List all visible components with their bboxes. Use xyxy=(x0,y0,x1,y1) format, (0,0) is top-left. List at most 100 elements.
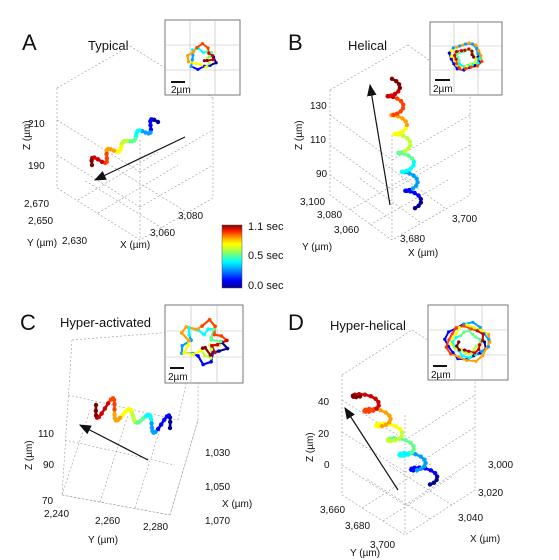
panel-c-inset-trajectory-point xyxy=(206,327,211,331)
panel-b-trajectory-point xyxy=(401,169,406,174)
panel-b-title: Helical xyxy=(348,38,387,53)
panel-c-trajectory-point xyxy=(149,425,155,430)
panel-b-xlabel: X (µm) xyxy=(408,248,438,259)
panel-b-trajectory-point xyxy=(416,193,421,198)
panel-d-inset-trajectory-point xyxy=(473,351,477,355)
panel-a-inset-trajectory-point xyxy=(207,51,211,55)
panel-b-inset-trajectory-point xyxy=(457,58,461,62)
panel-d-trajectory-point xyxy=(378,408,383,413)
panel-a-inset-trajectory-point xyxy=(205,58,209,63)
panel-b-zlabel: Z (µm) xyxy=(294,120,305,150)
panel-b-inset-trajectory-point xyxy=(457,66,462,70)
panel-b-inset-trajectory-point xyxy=(480,59,484,64)
panel-c-inset-trajectory-point xyxy=(219,334,224,338)
panel-d-scale-label: 2µm xyxy=(431,370,451,381)
panel-b-inset-trajectory-point xyxy=(457,62,462,66)
panel-c-ztick: 70 xyxy=(42,496,54,507)
panel-c-xtick: 1,030 xyxy=(205,448,230,459)
panel-b-inset-trajectory-point xyxy=(460,43,465,47)
panel-c-trajectory-point xyxy=(162,417,167,423)
panel-c-inset-trajectory-point xyxy=(225,338,229,343)
panel-b-inset-trajectory-point xyxy=(477,49,481,53)
panel-c-inset-trajectory-point xyxy=(184,325,188,329)
panel-d-trajectory-point xyxy=(387,413,392,418)
panel-c-xlabel: X (µm) xyxy=(222,499,252,510)
panel-a-inset-trajectory-point xyxy=(214,61,218,65)
panel-c-trajectory-point xyxy=(93,413,99,418)
panel-c-trajectory-point xyxy=(120,412,125,417)
panel-a-trajectory xyxy=(89,117,161,168)
panel-a-trajectory-point xyxy=(148,123,153,128)
panel-d-trajectory-point xyxy=(423,460,428,466)
panel-a-inset-trajectory-point xyxy=(186,53,190,58)
panel-c-trajectory-point xyxy=(155,426,161,432)
panel-b-inset-path xyxy=(447,41,484,72)
panel-c-inset-path xyxy=(179,317,230,367)
panel-b-xtick: 3,700 xyxy=(452,214,477,225)
panel-d-ytick: 3,680 xyxy=(345,521,370,532)
panel-d-inset-trajectory-point xyxy=(449,352,453,356)
panel-c-title: Hyper-activated xyxy=(60,315,151,330)
panel-d-inset-trajectory-point xyxy=(474,344,478,348)
panel-b-ytick: 3,100 xyxy=(300,197,325,208)
panel-d-inset-trajectory-point xyxy=(479,328,483,332)
panel-c-trajectory-point xyxy=(112,416,118,421)
panel-b-trajectory-point xyxy=(407,139,413,144)
panel-b-trajectory-point xyxy=(412,205,418,211)
panel-d-trajectory-point xyxy=(398,453,403,458)
panel-b-trajectory-point xyxy=(398,99,404,104)
panel-d-grid xyxy=(341,329,476,536)
panel-c-ytick: 2,240 xyxy=(44,509,69,520)
panel-a-grid xyxy=(56,45,214,241)
panel-b-trajectory-point xyxy=(392,91,398,97)
panel-c-inset-trajectory-point xyxy=(202,332,206,337)
panel-d-inset-trajectory-point xyxy=(443,337,447,341)
panel-d-ylabel: Y (µm) xyxy=(350,548,380,559)
panel-a-inset-trajectory-point xyxy=(195,45,199,50)
panel-b-inset-trajectory-point xyxy=(455,45,459,49)
panel-d: D Hyper-helical 40 20 0 3,660 3,680 3,70… xyxy=(288,304,513,559)
panel-a-inset-trajectory-point xyxy=(200,42,205,46)
panel-c-trajectory-point xyxy=(150,428,155,434)
panel-a-zlabel: Z (µm) xyxy=(22,120,33,150)
panel-d-inset-trajectory-point xyxy=(447,338,451,342)
panel-d-trajectory-point xyxy=(418,454,424,459)
panel-c-inset-trajectory-point xyxy=(182,351,186,355)
panel-b-trajectory-point xyxy=(400,106,406,111)
panel-b-inset-trajectory-point xyxy=(464,67,468,71)
panel-a-trajectory-point xyxy=(89,158,94,163)
panel-b-trajectory-point xyxy=(418,200,424,205)
panel-b-trajectory-point xyxy=(397,85,403,91)
panel-b-inset-trajectory-point xyxy=(450,54,454,58)
panel-b-xtick: 3,680 xyxy=(400,234,425,245)
panel-c-trajectory-point xyxy=(108,397,114,402)
panel-d-inset-trajectory-point xyxy=(477,347,481,352)
panel-d-inset-trajectory-point xyxy=(446,345,451,349)
panel-d-inset-trajectory-point xyxy=(486,345,491,349)
panel-b-inset-trajectory-point xyxy=(463,48,467,52)
panel-c-inset-trajectory-point xyxy=(180,343,185,348)
panel-d-title: Hyper-helical xyxy=(330,318,406,333)
panel-d-inset-trajectory-point xyxy=(478,325,482,329)
panel-d-ytick: 3,660 xyxy=(320,505,345,516)
panel-d-trajectory-point xyxy=(411,468,416,473)
panel-d-arrow xyxy=(344,406,399,491)
panel-d-xtick: 3,020 xyxy=(478,488,503,499)
panel-d-trajectory-point xyxy=(403,438,408,443)
panel-d-inset-trajectory-point xyxy=(469,327,473,331)
panel-d-inset-trajectory-point xyxy=(457,326,461,330)
panel-c-trajectory-point xyxy=(102,406,108,411)
panel-c-inset-trajectory-point xyxy=(215,342,220,347)
panel-b-trajectory-point xyxy=(398,109,403,114)
panel-d-trajectory-point xyxy=(363,409,368,414)
panel-d-xtick: 3,040 xyxy=(458,513,483,524)
panel-b-inset-trajectory-point xyxy=(465,64,469,68)
panel-d-trajectory-point xyxy=(366,409,372,414)
panel-d-inset-trajectory-point xyxy=(457,355,461,359)
panel-b-trajectory-point xyxy=(400,129,406,134)
panel-c-inset-trajectory-point xyxy=(209,338,214,342)
panel-c-inset-trajectory-point xyxy=(186,343,190,348)
panel-a-ticks: 210 190 2,670 2,650 2,630 3,080 3,060 Z … xyxy=(22,119,203,251)
panel-b-trajectory-point xyxy=(406,153,411,158)
panel-c-trajectory-point xyxy=(123,409,128,415)
